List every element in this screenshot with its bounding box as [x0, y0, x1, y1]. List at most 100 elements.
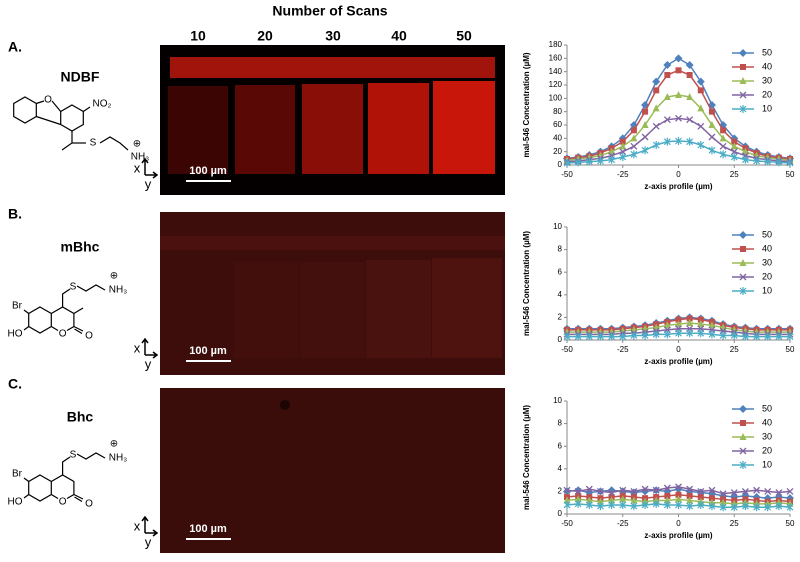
header: Number of Scans	[272, 3, 387, 19]
marker	[686, 137, 694, 146]
x-tick-label: -25	[617, 519, 629, 528]
marker	[697, 104, 705, 112]
series-line	[566, 69, 791, 160]
marker	[641, 121, 649, 128]
x-tick-label: 0	[676, 345, 681, 354]
marker	[608, 332, 616, 341]
structure	[73, 307, 84, 315]
y-tick-label: 180	[549, 40, 563, 49]
marker	[619, 138, 626, 145]
marker	[619, 142, 627, 150]
y-tick-label: 10	[553, 222, 562, 231]
marker	[675, 491, 682, 498]
marker	[596, 497, 604, 505]
marker	[697, 122, 705, 130]
marker	[741, 332, 749, 341]
x-axis-label: z-axis profile (µm)	[644, 357, 713, 366]
marker	[739, 231, 747, 239]
marker	[739, 259, 747, 266]
scan-label: 30	[325, 28, 341, 44]
legend-label: 10	[762, 103, 772, 113]
axis-label: y	[145, 534, 152, 549]
marker	[597, 502, 604, 511]
axis-label: x	[134, 160, 141, 175]
marker	[664, 72, 671, 78]
marker	[730, 148, 738, 156]
marker	[697, 87, 704, 94]
marker	[675, 67, 682, 74]
legend-label: 10	[762, 459, 772, 469]
marker	[739, 433, 747, 440]
marker	[563, 500, 571, 509]
marker	[739, 447, 747, 455]
axis-arrow	[141, 157, 159, 179]
structure	[23, 284, 106, 335]
marker	[686, 72, 693, 78]
marker	[719, 490, 727, 498]
marker	[686, 502, 694, 511]
marker	[630, 127, 637, 134]
marker	[786, 332, 794, 341]
marker	[663, 500, 671, 509]
x-tick-label: 25	[730, 345, 739, 354]
x-axis-label: z-axis profile (µm)	[644, 531, 713, 540]
marker	[652, 77, 661, 86]
atom: O	[44, 95, 52, 106]
marker	[663, 116, 671, 124]
x-tick-label: -25	[617, 345, 629, 354]
marker	[563, 496, 571, 504]
y-tick-label: 6	[558, 267, 563, 276]
legend-label: 40	[762, 61, 772, 71]
marker	[719, 142, 727, 150]
y-tick-label: 140	[549, 67, 563, 76]
panel-label: A.	[8, 39, 22, 55]
marker	[741, 502, 749, 511]
marker	[719, 503, 727, 512]
marker	[663, 321, 671, 329]
marker	[652, 330, 660, 339]
marker	[652, 141, 660, 149]
axis-label: x	[134, 340, 141, 355]
marker	[719, 134, 727, 142]
marker	[739, 405, 747, 413]
marker	[739, 105, 747, 113]
marker	[685, 61, 694, 69]
marker	[686, 319, 694, 327]
y-tick-label: 120	[549, 80, 563, 89]
marker	[675, 483, 682, 491]
marker	[697, 494, 704, 501]
panel-label: C.	[8, 376, 22, 392]
marker	[686, 485, 694, 493]
y-tick-label: 8	[558, 419, 563, 428]
atom: Br	[12, 469, 23, 480]
marker	[697, 316, 704, 323]
marker	[708, 133, 716, 141]
marker	[764, 503, 772, 512]
compound-name: NDBF	[61, 69, 100, 85]
marker	[708, 486, 716, 494]
marker	[585, 157, 593, 166]
y-tick-label: 2	[558, 487, 563, 496]
marker	[674, 54, 683, 63]
atom: HO	[8, 497, 23, 508]
marker	[730, 503, 738, 512]
marker	[619, 148, 627, 156]
atom: HO	[8, 329, 23, 340]
marker	[697, 329, 705, 338]
marker	[708, 121, 716, 128]
marker	[775, 489, 783, 496]
marker	[663, 330, 671, 339]
marker	[675, 329, 682, 338]
marker	[741, 147, 749, 155]
marker	[775, 332, 783, 341]
marker	[708, 321, 716, 329]
axis-label: y	[145, 356, 152, 371]
marker	[642, 108, 649, 115]
marker	[585, 332, 593, 341]
marker	[630, 150, 638, 159]
atom: NH₃	[109, 453, 128, 464]
marker	[739, 49, 747, 57]
axis-label: y	[145, 176, 152, 191]
marker	[775, 502, 783, 511]
y-tick-label: 160	[549, 53, 563, 62]
